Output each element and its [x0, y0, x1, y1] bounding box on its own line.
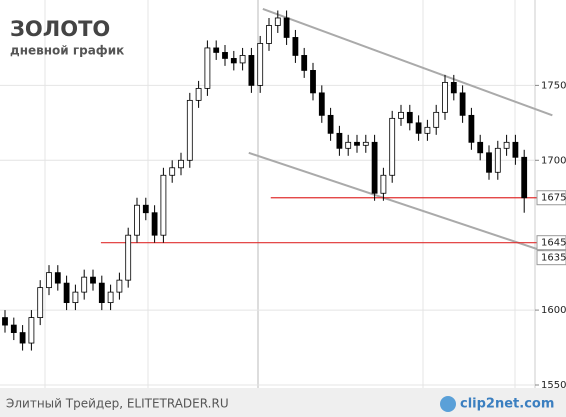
logo: clip2net.com [460, 397, 554, 412]
level-label-box [536, 235, 566, 251]
candle-body [503, 141, 510, 149]
y-tick-label: 1600 [541, 305, 566, 316]
candle-body [257, 43, 264, 86]
candle-body [292, 37, 299, 56]
footer-text: Элитный Трейдер, ELITETRADER.RU [6, 397, 229, 411]
candle-body [239, 55, 246, 64]
candle-body [178, 159, 184, 169]
candle-body [389, 117, 396, 176]
y-tick-label: 1750 [541, 80, 566, 91]
candle-body [37, 287, 44, 318]
candle-body [46, 272, 52, 289]
candle-body [450, 81, 457, 94]
candle-body [125, 234, 132, 281]
candle-body [283, 17, 290, 38]
candle-body [195, 87, 202, 101]
candle-body [274, 17, 281, 26]
y-tick-label: 1700 [541, 155, 566, 166]
candle-body [468, 114, 475, 143]
candle-body [2, 317, 8, 326]
candle-body [433, 111, 440, 128]
trend-label: 1635 [541, 253, 566, 264]
trend-line [262, 8, 553, 117]
logo-icon [440, 396, 456, 412]
candle-body [169, 167, 176, 176]
candle-body [380, 174, 387, 194]
candle-body [116, 279, 123, 293]
candle-body [371, 141, 378, 194]
candle-body [72, 291, 79, 304]
y-tick-label: 1550 [541, 380, 566, 391]
candle-body [204, 47, 211, 89]
candle-body [415, 122, 422, 134]
candle-body [151, 212, 158, 236]
candle-body [142, 204, 149, 214]
candle-body [19, 332, 26, 344]
candle-body [230, 58, 237, 64]
candle-body [310, 70, 316, 94]
candle-body [336, 132, 343, 149]
trend-line [248, 151, 564, 259]
chart-title: ЗОЛОТО [10, 17, 110, 41]
candle-body [90, 276, 96, 284]
chart-subtitle: дневной график [10, 44, 124, 58]
candle-body [354, 141, 360, 146]
candle-body [107, 291, 114, 304]
plot [0, 8, 564, 386]
candle-body [134, 204, 140, 236]
candle-body [362, 141, 369, 146]
candle-body [424, 126, 431, 134]
footer-bar [0, 388, 566, 417]
candle-body [160, 174, 167, 236]
candle-body [327, 114, 334, 134]
candle-body [521, 156, 528, 199]
candle-body [63, 282, 70, 304]
candle-body [345, 141, 352, 149]
candle-body [28, 317, 35, 344]
candle-body [442, 81, 448, 113]
candle-body [10, 324, 17, 333]
candle-body [248, 55, 255, 86]
level-label-box [536, 190, 566, 206]
level-label: 1675 [541, 193, 566, 204]
candle-body [477, 141, 484, 154]
candle-body [406, 111, 413, 124]
level-label-box [536, 250, 566, 266]
candle-body [222, 52, 228, 59]
candle-body [494, 147, 501, 173]
candle-body [459, 92, 466, 116]
candle-body [486, 152, 492, 173]
candle-body [398, 111, 404, 119]
level-label: 1645 [541, 238, 566, 249]
candle-body [213, 47, 220, 53]
candle-body [512, 141, 519, 158]
candle-body [301, 55, 308, 71]
candle-body [266, 25, 272, 44]
candle-body [81, 276, 88, 293]
candle-body [186, 99, 193, 161]
candle-body [98, 282, 105, 304]
candle-body [54, 272, 61, 284]
candle-body [318, 92, 325, 116]
